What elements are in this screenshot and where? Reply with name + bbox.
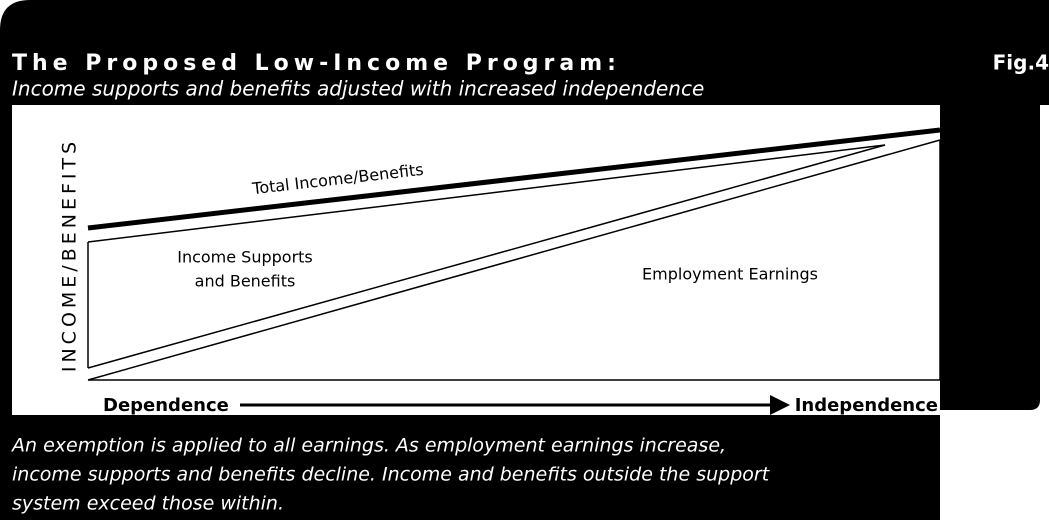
corner bbox=[1030, 400, 1040, 410]
x-start-label: Dependence bbox=[103, 395, 229, 416]
earnings-label: Employment Earnings bbox=[642, 265, 818, 284]
diagram-lines bbox=[87, 127, 941, 407]
supports-label: and Benefits bbox=[195, 272, 296, 291]
caption-line: income supports and benefits decline. In… bbox=[12, 464, 771, 486]
title: The Proposed Low-Income Program: bbox=[12, 51, 621, 76]
x-end-label: Independence bbox=[795, 395, 938, 416]
y-axis-label: INCOME/BENEFITS bbox=[59, 138, 81, 372]
figure-number: Fig.4 bbox=[993, 51, 1049, 75]
supports-top bbox=[87, 144, 886, 243]
earnings-top bbox=[87, 139, 941, 381]
supports-label: Income Supports bbox=[177, 248, 313, 267]
arrow-head bbox=[770, 395, 790, 415]
subtitle: Income supports and benefits adjusted wi… bbox=[12, 77, 704, 101]
caption-line: An exemption is applied to all earnings.… bbox=[10, 435, 726, 457]
total-line bbox=[87, 127, 941, 231]
caption-line: system exceed those within. bbox=[12, 493, 284, 515]
supports-bottom bbox=[87, 144, 886, 369]
